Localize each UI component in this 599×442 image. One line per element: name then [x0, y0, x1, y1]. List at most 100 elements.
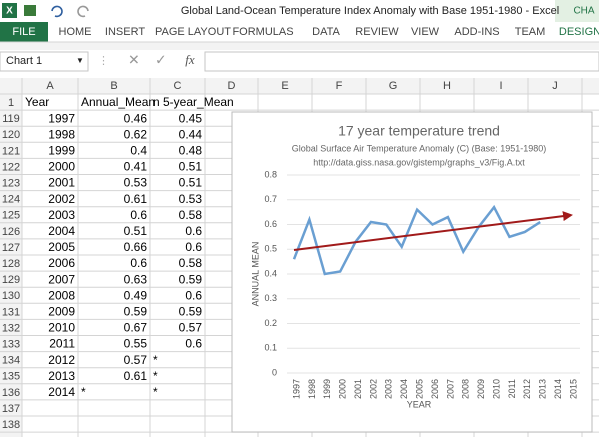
cell[interactable]: 0.51: [124, 224, 148, 238]
cell[interactable]: 0.53: [179, 192, 203, 206]
ribbon-tab[interactable]: ADD-INS: [454, 26, 499, 38]
cell[interactable]: *: [153, 369, 158, 383]
cell[interactable]: 0.49: [124, 288, 148, 302]
row-number: 125: [2, 210, 20, 222]
undo-icon[interactable]: [51, 5, 63, 18]
cell[interactable]: 1999: [48, 144, 75, 158]
cell[interactable]: 0.51: [179, 160, 203, 174]
cell[interactable]: 0.6: [185, 240, 202, 254]
ribbon-tab[interactable]: FORMULAS: [232, 26, 293, 38]
column-header[interactable]: E: [281, 80, 288, 92]
cell[interactable]: 0.66: [124, 240, 148, 254]
enter-button[interactable]: ✓: [155, 52, 167, 68]
cell[interactable]: 0.62: [124, 127, 148, 141]
column-header[interactable]: J: [552, 80, 558, 92]
ribbon-tab[interactable]: HOME: [59, 26, 92, 38]
cell[interactable]: Year: [25, 95, 49, 109]
cell[interactable]: 2004: [48, 224, 75, 238]
cell[interactable]: 0.6: [185, 224, 202, 238]
file-tab-bg[interactable]: [0, 22, 48, 42]
cell[interactable]: Annual_Mean: [81, 95, 155, 109]
cell[interactable]: 2014: [48, 385, 75, 399]
save-icon[interactable]: [24, 5, 36, 16]
cell[interactable]: 0.58: [179, 208, 203, 222]
ribbon-tab[interactable]: DATA: [312, 26, 340, 38]
x-tick-label: 2014: [553, 379, 563, 399]
cell[interactable]: 2006: [48, 256, 75, 270]
excel-icon: [2, 3, 17, 18]
ribbon-tab[interactable]: INSERT: [105, 26, 145, 38]
column-header[interactable]: D: [228, 80, 236, 92]
name-box-arrow[interactable]: ▼: [76, 56, 84, 65]
column-header[interactable]: A: [46, 80, 54, 92]
cell[interactable]: 2013: [48, 369, 75, 383]
cell[interactable]: *: [153, 385, 158, 399]
cell[interactable]: 2007: [48, 272, 75, 286]
cell[interactable]: 1998: [48, 127, 75, 141]
cell[interactable]: 0.67: [124, 321, 148, 335]
cell[interactable]: 2011: [49, 337, 75, 351]
chart-area[interactable]: [231, 111, 593, 433]
file-tab[interactable]: FILE: [12, 26, 35, 38]
column-header[interactable]: B: [110, 80, 117, 92]
cell[interactable]: 0.59: [124, 305, 148, 319]
name-box-text[interactable]: Chart 1: [6, 55, 42, 67]
cell[interactable]: 0.61: [124, 192, 148, 206]
column-header[interactable]: H: [443, 80, 451, 92]
fx-label[interactable]: fx: [185, 52, 195, 67]
cell[interactable]: *: [81, 385, 86, 399]
cell[interactable]: 2009: [48, 305, 75, 319]
ribbon-tab[interactable]: REVIEW: [355, 26, 399, 38]
cell[interactable]: 0.61: [124, 369, 148, 383]
cell[interactable]: 2000: [48, 160, 75, 174]
cell[interactable]: 0.46: [124, 111, 148, 125]
column-header[interactable]: F: [336, 80, 343, 92]
column-header[interactable]: C: [174, 80, 182, 92]
trendline: [293, 211, 573, 251]
cell[interactable]: 0.6: [130, 208, 147, 222]
cell[interactable]: 0.57: [179, 321, 203, 335]
cell[interactable]: 0.45: [179, 111, 203, 125]
y-tick-label: 0.3: [264, 293, 277, 303]
cell[interactable]: 0.6: [185, 337, 202, 351]
cell[interactable]: 0.55: [124, 337, 148, 351]
cell[interactable]: 0.59: [179, 305, 203, 319]
cell[interactable]: 0.48: [179, 144, 203, 158]
row-number: 120: [2, 129, 20, 141]
cell[interactable]: 2005: [48, 240, 75, 254]
cell[interactable]: 0.6: [130, 256, 147, 270]
chart-subtitle: Global Surface Air Temperature Anomaly (…: [292, 143, 546, 153]
cell[interactable]: *: [153, 353, 158, 367]
cell[interactable]: 2001: [48, 176, 75, 190]
cell[interactable]: 0.4: [130, 144, 147, 158]
ribbon-tab[interactable]: TEAM: [515, 26, 546, 38]
redo-icon[interactable]: [77, 5, 89, 18]
column-header[interactable]: G: [389, 80, 398, 92]
cell[interactable]: 0.63: [124, 272, 148, 286]
name-box[interactable]: [0, 51, 89, 72]
cell[interactable]: 0.58: [179, 256, 203, 270]
cell[interactable]: 0.51: [179, 176, 203, 190]
column-header[interactable]: I: [499, 80, 502, 92]
cell[interactable]: 0.41: [124, 160, 148, 174]
excel-icon-letter: X: [6, 6, 13, 17]
cell[interactable]: 2012: [48, 353, 75, 367]
cell[interactable]: 2010: [48, 321, 75, 335]
cancel-button[interactable]: ✕: [128, 52, 140, 68]
cell[interactable]: 1997: [48, 111, 75, 125]
cell[interactable]: 0.44: [179, 127, 203, 141]
formula-input[interactable]: [204, 51, 599, 72]
cell[interactable]: 0.53: [124, 176, 148, 190]
cell[interactable]: 0.6: [185, 288, 202, 302]
ribbon-tab[interactable]: PAGE LAYOUT: [155, 26, 231, 38]
y-tick-label: 0.8: [264, 169, 277, 179]
y-tick-label: 0.7: [264, 194, 277, 204]
cell[interactable]: 2002: [48, 192, 75, 206]
cell[interactable]: n 5-year_Mean: [153, 95, 234, 109]
context-tab[interactable]: DESIGN: [559, 26, 599, 38]
cell[interactable]: 0.57: [124, 353, 148, 367]
cell[interactable]: 2003: [48, 208, 75, 222]
cell[interactable]: 2008: [48, 288, 75, 302]
ribbon-tab[interactable]: VIEW: [411, 26, 440, 38]
cell[interactable]: 0.59: [179, 272, 203, 286]
